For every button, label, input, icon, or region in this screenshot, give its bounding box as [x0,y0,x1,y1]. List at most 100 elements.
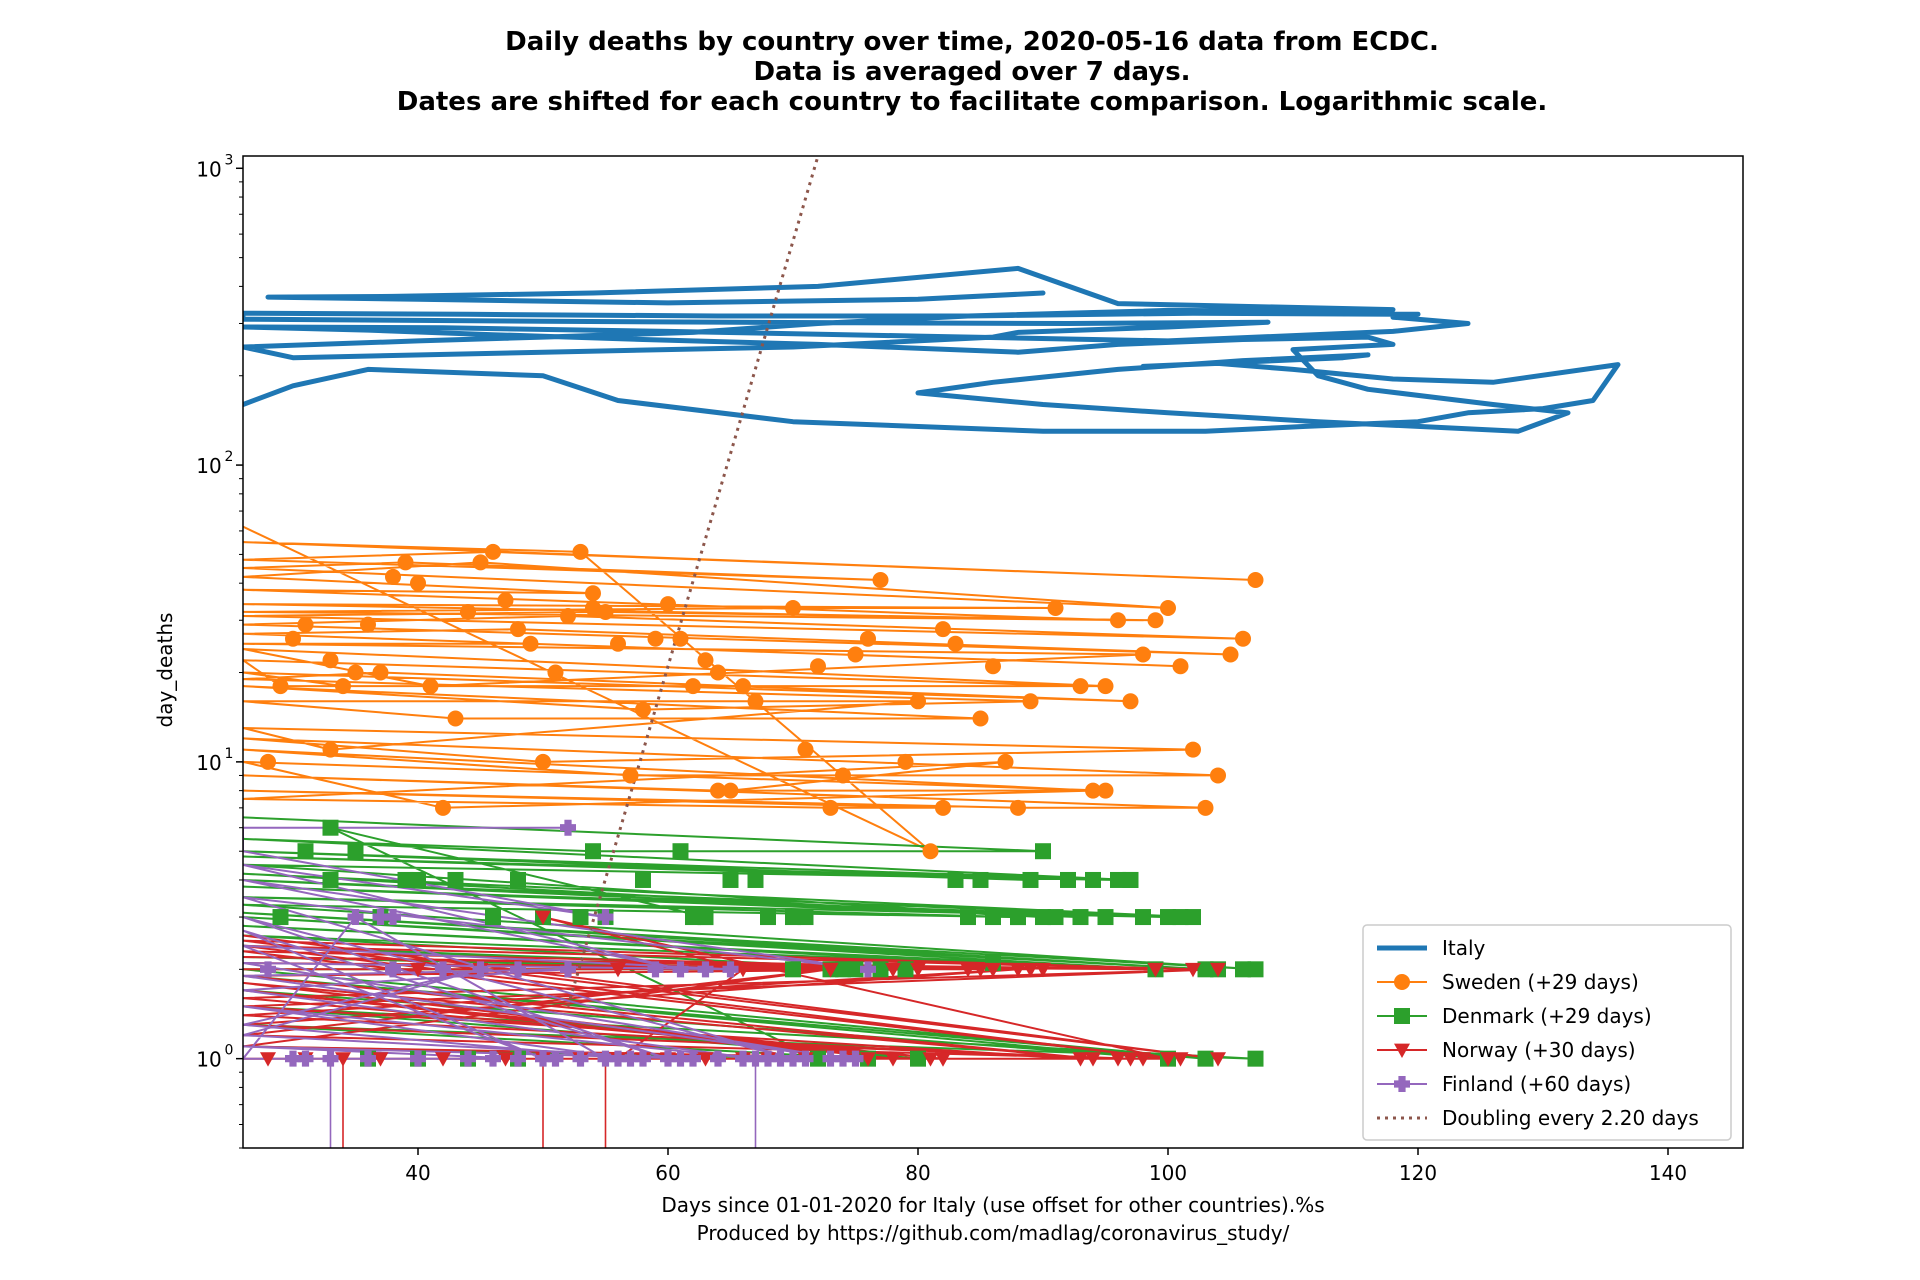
marker-finland-60-days-extra-25 [385,909,401,926]
marker-denmark-29-days-extra-38 [947,871,964,888]
marker-finland-60-days-19 [560,961,577,978]
marker-norway-30-days-extra-22 [985,962,1001,978]
marker-sweden-29-days-8 [397,554,414,571]
marker-sweden-29-days-41 [1122,693,1139,710]
marker-sweden-29-days-63 [710,782,726,799]
marker-sweden-29-days-39 [335,678,351,695]
marker-finland-60-days-15 [722,961,739,978]
plot-frame [242,155,1744,1149]
marker-denmark-29-days-extra-23 [847,961,864,978]
marker-norway-30-days-extra-18 [860,1052,876,1067]
marker-denmark-29-days-32 [785,961,801,978]
marker-finland-60-days-extra-17 [710,1050,727,1067]
marker-sweden-29-days-10 [1160,599,1176,616]
marker-finland-60-days-extra-8 [485,1050,501,1067]
marker-norway-30-days-extra-5 [435,1052,451,1067]
marker-norway-30-days-3 [1185,962,1201,978]
marker-norway-30-days-extra-20 [935,1052,951,1067]
marker-norway-30-days-33 [1160,1052,1176,1067]
marker-sweden-29-days-36 [272,678,289,695]
marker-denmark-29-days-extra-3 [347,843,364,860]
marker-finland-60-days-extra-6 [435,961,451,978]
marker-finland-60-days-17 [835,1050,852,1067]
marker-denmark-29-days-1 [1035,843,1051,860]
marker-sweden-29-days-extra-11 [660,596,676,613]
series-line-doubling-every-2-20-days [566,156,820,1007]
marker-denmark-29-days-extra-25 [960,909,976,926]
chart-title-line-2: Data is averaged over 7 days. [753,57,1190,87]
marker-sweden-29-days-57 [622,767,639,784]
marker-sweden-29-days-54 [535,753,551,770]
marker-sweden-29-days-62 [1097,782,1114,799]
marker-norway-30-days-extra-23 [1035,962,1051,978]
x-tick-label-140: 140 [1649,1161,1687,1185]
marker-finland-60-days-extra-18 [735,1050,752,1067]
marker-sweden-29-days-extra-2 [360,616,376,633]
marker-finland-60-days-extra-5 [410,1050,426,1067]
marker-sweden-29-days-33 [422,678,439,695]
marker-sweden-29-days-13 [585,585,601,602]
marker-sweden-29-days-extra-15 [747,693,764,710]
marker-finland-60-days-23 [622,1050,639,1067]
marker-denmark-29-days-extra-39 [972,871,989,888]
marker-denmark-29-days-30 [835,961,851,978]
marker-sweden-29-days-extra-23 [985,658,1001,675]
marker-denmark-29-days-22 [1197,961,1214,978]
marker-sweden-29-days-extra-22 [947,635,964,652]
marker-denmark-29-days-extra-2 [322,871,339,888]
x-axis-label-line-1: Days since 01-01-2020 for Italy (use off… [661,1193,1324,1217]
marker-norway-30-days-extra-13 [697,1052,714,1067]
marker-sweden-29-days-extra-26 [685,678,701,695]
y-tick-label-1000: 10 [196,157,221,181]
marker-denmark-29-days-extra-24 [897,961,914,978]
marker-denmark-29-days-34 [1197,1050,1214,1067]
marker-denmark-29-days-16 [1160,909,1176,926]
x-tick-label-120: 120 [1399,1161,1437,1185]
marker-sweden-29-days-extra-18 [847,646,864,663]
marker-finland-60-days-extra-12 [610,1050,627,1067]
marker-denmark-29-days-extra-30 [1135,909,1151,926]
legend: Italy Sweden (+29 days) Denmark (+29 days)… [1362,924,1732,1141]
marker-finland-60-days-32 [597,1050,614,1067]
marker-sweden-29-days-17 [1047,599,1064,616]
marker-finland-60-days-extra-22 [822,1050,839,1067]
marker-sweden-29-days-69 [822,799,839,816]
marker-sweden-29-days-26 [1222,646,1239,663]
marker-denmark-29-days-extra-26 [985,909,1001,926]
marker-sweden-29-days-2 [572,543,589,560]
marker-denmark-29-days-extra-7 [447,871,464,888]
marker-denmark-29-days-38 [910,1050,926,1067]
marker-finland-60-days-21 [747,1050,764,1067]
marker-sweden-29-days-65 [1197,799,1214,816]
marker-finland-60-days-extra-14 [647,961,664,978]
marker-finland-60-days-extra-9 [510,961,527,978]
marker-norway-30-days-25 [1010,962,1026,978]
marker-denmark-29-days-extra-31 [1172,909,1189,926]
marker-finland-60-days-7 [860,961,877,978]
marker-sweden-29-days-extra-6 [497,592,514,609]
marker-sweden-29-days-extra-27 [297,616,314,633]
legend-marker-denmark-29-days [1394,1008,1410,1024]
marker-denmark-29-days-extra-27 [1047,909,1064,926]
marker-norway-30-days-34 [535,910,551,926]
marker-denmark-29-days-10 [1035,909,1051,926]
marker-norway-30-days-17 [885,1052,901,1067]
marker-norway-30-days-35 [735,962,751,978]
marker-sweden-29-days-extra-24 [797,741,814,758]
y-tick-exponent-1: 0 [225,1043,234,1059]
marker-sweden-29-days-27 [510,621,526,638]
marker-sweden-29-days-extra-8 [585,599,601,616]
marker-sweden-29-days-extra-10 [647,630,664,647]
marker-sweden-29-days-32 [1135,646,1151,663]
marker-denmark-29-days-extra-1 [297,843,314,860]
marker-sweden-29-days-72 [722,782,739,799]
marker-denmark-29-days-extra-29 [1122,871,1139,888]
marker-denmark-29-days-45 [322,819,339,836]
marker-sweden-29-days-56 [1210,767,1226,784]
series-line-italy [243,265,1621,434]
marker-finland-60-days-29 [510,1050,527,1067]
marker-sweden-29-days-extra-13 [697,652,714,669]
x-axis-label-line-2: Produced by https://github.com/madlag/co… [697,1221,1290,1245]
